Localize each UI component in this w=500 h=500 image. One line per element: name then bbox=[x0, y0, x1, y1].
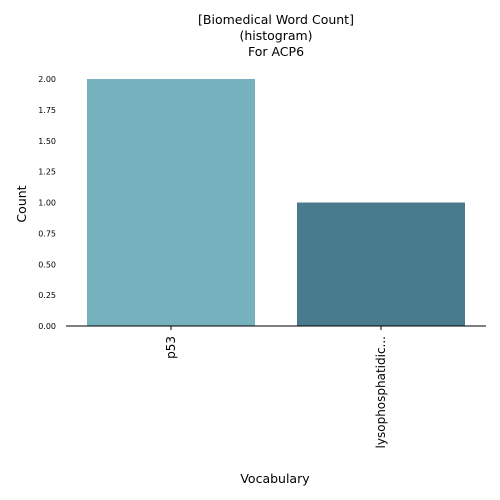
y-axis-ticks: 0.00 0.25 0.50 0.75 1.00 1.25 1.50 1.75 2.00 bbox=[38, 75, 56, 331]
y-tick-label-5: 1.25 bbox=[38, 168, 56, 177]
y-tick-label-3: 0.75 bbox=[38, 229, 56, 238]
y-tick-label-4: 1.00 bbox=[38, 199, 56, 208]
y-tick-label-0: 0.00 bbox=[38, 322, 56, 331]
bar-1 bbox=[297, 202, 465, 326]
y-axis-label: Count bbox=[14, 185, 29, 222]
chart-title-line-2: (histogram) bbox=[239, 28, 312, 43]
y-tick-label-6: 1.50 bbox=[38, 137, 56, 146]
x-axis-ticks: p53 lysophosphatidic... bbox=[164, 326, 388, 448]
bars-group bbox=[87, 79, 465, 326]
y-tick-label-7: 1.75 bbox=[38, 106, 56, 115]
y-tick-label-8: 2.00 bbox=[38, 75, 56, 84]
y-tick-label-2: 0.50 bbox=[38, 260, 56, 269]
x-tick-label-1: lysophosphatidic... bbox=[374, 336, 388, 448]
y-tick-label-1: 0.25 bbox=[38, 291, 56, 300]
chart-title: [Biomedical Word Count] (histogram) For … bbox=[198, 12, 354, 59]
x-axis-label: Vocabulary bbox=[240, 471, 310, 486]
bar-0 bbox=[87, 79, 255, 326]
chart-title-line-3: For ACP6 bbox=[248, 44, 304, 59]
x-tick-label-0: p53 bbox=[164, 336, 178, 359]
chart-title-line-1: [Biomedical Word Count] bbox=[198, 12, 354, 27]
